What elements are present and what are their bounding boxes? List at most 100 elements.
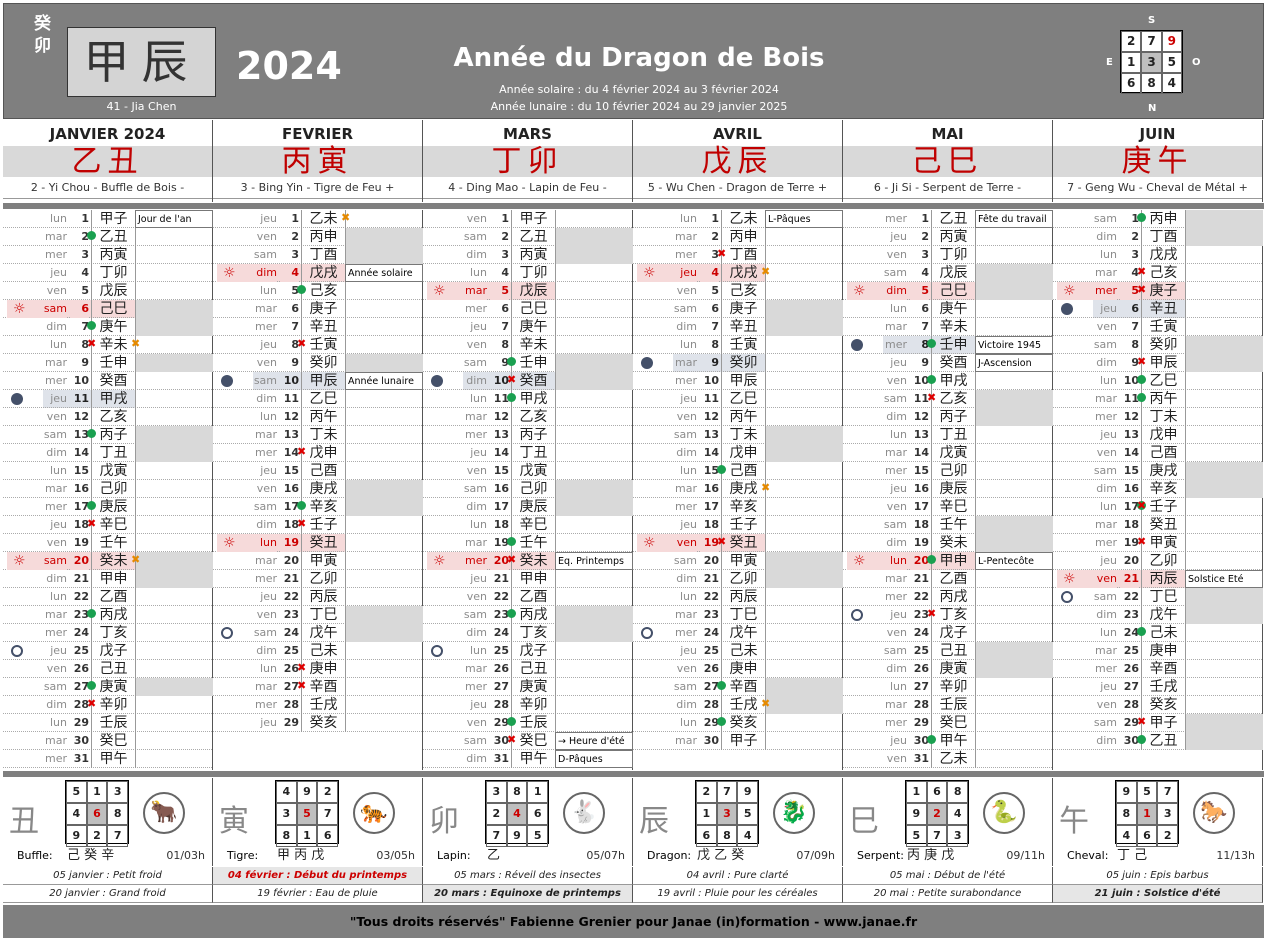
weekday: mar [1095,644,1117,657]
day-event: Fête du travail [975,210,1053,228]
day-row: mar 9 癸卯 [633,354,842,372]
day-number: 2 [501,230,509,243]
day-number: 22 [1123,590,1139,603]
day-event [765,498,843,516]
branch-square-cell: 8 [716,825,738,847]
day-number: 20 [1123,554,1139,567]
weekday: jeu [50,518,67,531]
compass-square: S N E O 2 7 9 1 3 5 6 8 4 [1102,15,1202,115]
day-event [555,714,633,732]
day-ganzhi: 甲戌 [931,372,975,390]
weekday: lun [680,338,697,351]
day-number: 23 [493,608,509,621]
day-row: ven 10 甲戌 [843,372,1052,390]
day-ganzhi: 癸卯 [721,354,765,372]
sun-icon: ☼ [13,301,26,317]
orange-cross-icon: ✖ [341,211,351,224]
day-ganzhi: 庚午 [931,300,975,318]
day-ganzhi: 癸酉 [91,372,135,390]
day-ganzhi: 辛未 [511,336,555,354]
weekday: ven [1096,320,1117,333]
day-number: 7 [81,320,89,333]
day-event [135,426,213,444]
separator-bar [3,771,1264,777]
green-dot-icon [87,501,96,510]
day-event [345,462,423,480]
green-dot-icon [507,357,516,366]
branch-square-cell: 5 [66,781,87,803]
weekday: jeu [470,446,487,459]
day-row: jeu 4 戊戌 ☼ ✖ [633,264,842,282]
weekday: mer [254,320,277,333]
hour-branch-block: 辰 2 7 9 1 3 5 6 8 4 🐉 Dragon: 戊 乙 癸 07/09h [633,778,843,866]
day-number: 24 [283,626,299,639]
weekday: ven [256,608,277,621]
day-row: ven 1 甲子 [423,210,632,228]
day-number: 11 [283,392,299,405]
day-row: sam 20 癸未 ☼ ✖ [3,552,213,570]
day-row: mar 26 己丑 [423,660,632,678]
day-number: 13 [913,428,929,441]
branch-line: Buffle: 己 癸 辛 01/03h [3,846,213,866]
day-ganzhi: 丁亥 [931,606,975,624]
day-row: mer 17 辛亥 [633,498,842,516]
day-number: 26 [703,662,719,675]
day-row: ven 3 丁卯 [843,246,1052,264]
day-event [1185,642,1263,660]
day-ganzhi: 戊辰 [931,264,975,282]
day-event [765,228,843,246]
day-event [765,516,843,534]
day-row: mar 27 辛酉 ✖ [213,678,422,696]
day-row: sam 6 己巳 ☼ [3,300,213,318]
day-row: lun 1 甲子 Jour de l'an [3,210,213,228]
day-event [135,678,213,696]
day-row: mer 24 戊午 [633,624,842,642]
day-row: dim 2 丁酉 [1053,228,1263,246]
full-moon-icon [221,627,233,639]
day-ganzhi: 甲寅 [721,552,765,570]
day-event [555,462,633,480]
day-event [1185,588,1263,606]
weekday: jeu [680,392,697,405]
day-row: mar 7 辛未 [843,318,1052,336]
hour-range: 09/11h [1006,849,1045,862]
compass-cell: 7 [1141,31,1162,52]
month-day-column: lun 1 乙未 L-Pâques mar 2 丙申 mer 3 丁酉 ✖ jeu 4 戊戌 ☼ ✖ ven 5 己… [633,210,843,770]
branch-square-cell: 4 [1116,825,1137,847]
sun-icon: ☼ [1063,283,1076,299]
weekday: ven [466,212,487,225]
day-row: jeu 22 丙辰 [213,588,422,606]
hour-range: 05/07h [586,849,625,862]
day-event: Victoire 1945 [975,336,1053,354]
weekday: jeu [260,464,277,477]
day-number: 16 [283,482,299,495]
green-dot-icon [927,555,936,564]
day-ganzhi: 甲子 [91,210,135,228]
day-event [135,714,213,732]
day-number: 8 [291,338,299,351]
day-ganzhi: 己丑 [511,660,555,678]
weekday: lun [890,428,907,441]
weekday: lun [680,716,697,729]
hidden-stems: 己 癸 辛 [67,848,115,863]
weekday: mar [255,680,277,693]
day-number: 12 [1123,410,1139,423]
day-event [975,534,1053,552]
day-row: ven 31 乙未 [843,750,1052,768]
day-event [975,750,1053,768]
day-event [345,408,423,426]
day-number: 17 [703,500,719,513]
day-number: 17 [73,500,89,513]
compass-cell: 1 [1121,52,1142,73]
weekday: jeu [260,212,277,225]
day-row: mer 20 癸未 Eq. Printemps ☼ ✖ [423,552,633,570]
day-event [555,570,633,588]
day-ganzhi: 己酉 [721,462,765,480]
compass-cell: 3 [1141,52,1162,73]
day-event [555,678,633,696]
day-row: lun 29 癸亥 [633,714,842,732]
day-event [345,660,423,678]
day-number: 29 [73,716,89,729]
previous-year-stem: 癸卯 [34,14,51,56]
